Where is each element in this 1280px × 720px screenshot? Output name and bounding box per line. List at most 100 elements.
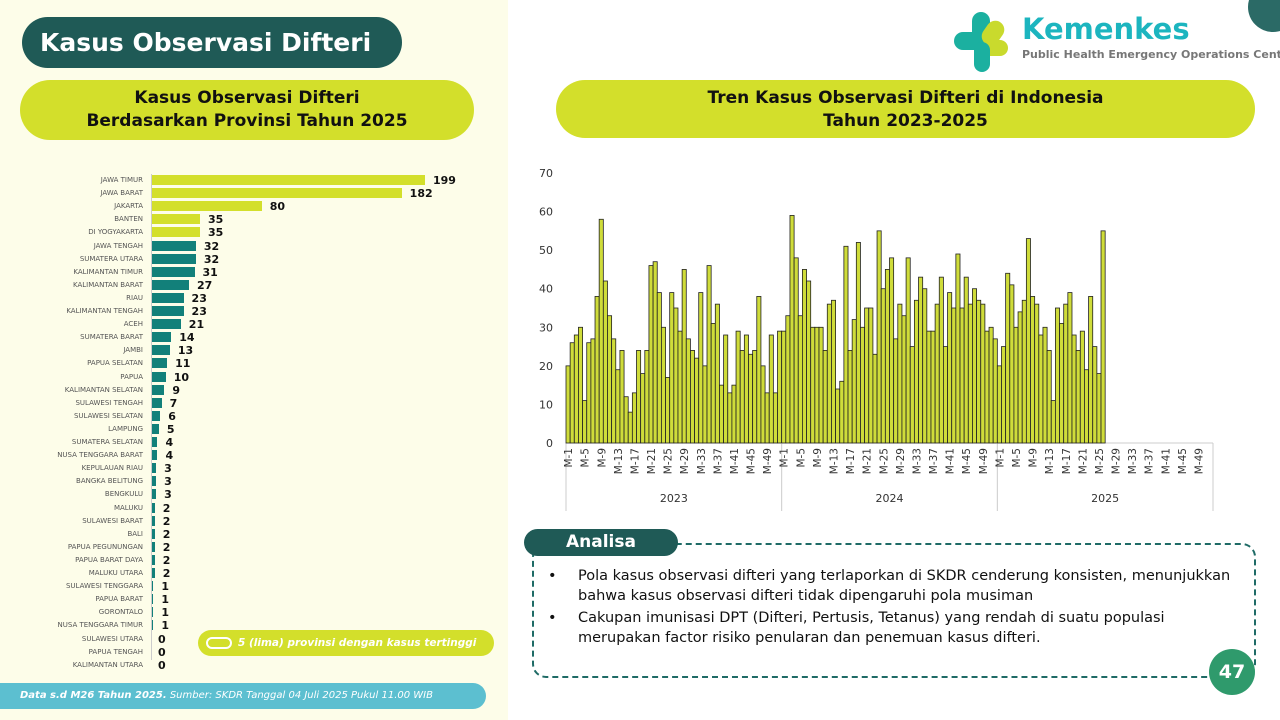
trend-bar <box>843 245 849 444</box>
page-number: 47 <box>1209 649 1255 695</box>
province-value: 32 <box>203 239 220 253</box>
analisa-bullet: Pola kasus observasi difteri yang terlap… <box>548 566 1248 606</box>
province-label: SULAWESI BARAT <box>82 516 143 525</box>
province-bar <box>152 319 181 330</box>
page-title: Kasus Observasi Difteri <box>22 17 402 68</box>
trend-bar <box>1059 323 1065 444</box>
trend-bar <box>1009 284 1015 444</box>
province-bar <box>152 266 195 277</box>
year-label: 2024 <box>876 492 904 505</box>
province-label: SUMATERA SELATAN <box>71 438 143 446</box>
trend-bar <box>872 353 878 444</box>
trend-chart-heading: Tren Kasus Observasi Difteri di Indonesi… <box>556 80 1255 138</box>
province-value: 2 <box>162 540 171 554</box>
trend-bar <box>992 338 998 444</box>
trend-bar <box>897 303 903 444</box>
province-bar <box>152 410 161 421</box>
province-value: 23 <box>191 291 207 305</box>
y-tick-label: 70 <box>539 167 553 180</box>
y-tick-label: 50 <box>539 244 553 257</box>
province-label: RIAU <box>126 293 143 302</box>
province-bar <box>152 502 155 513</box>
province-value: 3 <box>164 475 172 489</box>
province-value: 199 <box>433 174 456 187</box>
trend-bar <box>644 350 650 444</box>
y-tick-label: 60 <box>539 206 553 219</box>
trend-bar <box>607 315 613 444</box>
province-bar <box>152 476 157 487</box>
trend-bar <box>1096 373 1102 444</box>
x-tick-label: M-29 <box>895 448 907 474</box>
trend-bar <box>660 326 666 444</box>
trend-bar <box>573 334 579 444</box>
x-tick-label: M-37 <box>712 448 724 474</box>
trend-bar <box>710 323 716 444</box>
footer-source: Data s.d M26 Tahun 2025. Sumber: SKDR Ta… <box>0 683 486 709</box>
trend-bar <box>822 350 828 444</box>
province-value: 1 <box>161 619 170 633</box>
x-tick-label: M-25 <box>878 448 890 474</box>
x-tick-label: M-21 <box>646 448 658 474</box>
trend-bar <box>586 342 592 444</box>
x-tick-label: M-37 <box>928 448 940 474</box>
x-tick-label: M-49 <box>762 448 774 474</box>
trend-bar <box>640 373 646 444</box>
x-tick-label: M-41 <box>1160 448 1172 474</box>
trend-bar <box>831 299 836 444</box>
trend-bar <box>984 330 990 444</box>
trend-bar <box>947 292 953 444</box>
trend-bar <box>967 303 973 444</box>
province-bar <box>152 240 196 251</box>
trend-bar <box>1030 296 1036 444</box>
x-tick-label: M-1 <box>779 448 791 468</box>
province-value: 27 <box>197 278 213 292</box>
trend-bar <box>739 350 745 444</box>
province-bar <box>152 188 402 199</box>
trend-bar <box>719 384 725 444</box>
province-bar <box>152 568 155 578</box>
province-label: SULAWESI UTARA <box>81 634 143 643</box>
province-bar <box>152 607 154 618</box>
province-label: JAWA TIMUR <box>100 176 143 184</box>
trend-bar <box>1042 326 1048 444</box>
province-bar <box>152 175 425 185</box>
trend-bar <box>615 369 621 444</box>
province-value: 1 <box>161 593 170 607</box>
trend-bar <box>880 288 886 444</box>
trend-bar <box>959 307 965 444</box>
province-label: LAMPUNG <box>108 424 143 433</box>
province-value: 3 <box>164 462 172 476</box>
trend-bar <box>988 326 994 444</box>
trend-bar <box>930 330 936 444</box>
province-label: GORONTALO <box>98 608 143 617</box>
analisa-list: Pola kasus observasi difteri yang terlap… <box>548 566 1248 650</box>
province-bar <box>152 581 154 592</box>
province-value: 2 <box>162 553 171 567</box>
trend-bar <box>714 303 720 444</box>
y-tick-label: 20 <box>539 360 553 373</box>
trend-bar <box>743 334 749 444</box>
province-value: 182 <box>409 187 433 201</box>
trend-bar <box>690 350 695 444</box>
trend-bar <box>976 299 982 444</box>
province-label: SUMATERA UTARA <box>79 254 143 263</box>
x-tick-label: M-1 <box>994 448 1006 468</box>
kemenkes-cross-icon <box>954 12 1008 72</box>
trend-bar <box>656 292 662 444</box>
x-tick-label: M-5 <box>580 448 592 468</box>
x-tick-label: M-1 <box>563 448 575 468</box>
x-tick-label: M-49 <box>1193 448 1205 474</box>
trend-bar <box>938 276 944 444</box>
province-bar <box>152 463 157 474</box>
province-value: 2 <box>162 567 171 580</box>
trend-bar <box>681 269 687 444</box>
trend-bar <box>565 365 571 444</box>
trend-bar <box>1025 238 1031 444</box>
trend-bar <box>631 392 637 444</box>
province-axis <box>151 174 152 660</box>
year-label: 2023 <box>660 492 688 505</box>
trend-bar <box>685 338 691 444</box>
province-label: KEPULAUAN RIAU <box>81 464 143 473</box>
province-value: 6 <box>168 409 176 423</box>
trend-bar <box>814 326 820 444</box>
